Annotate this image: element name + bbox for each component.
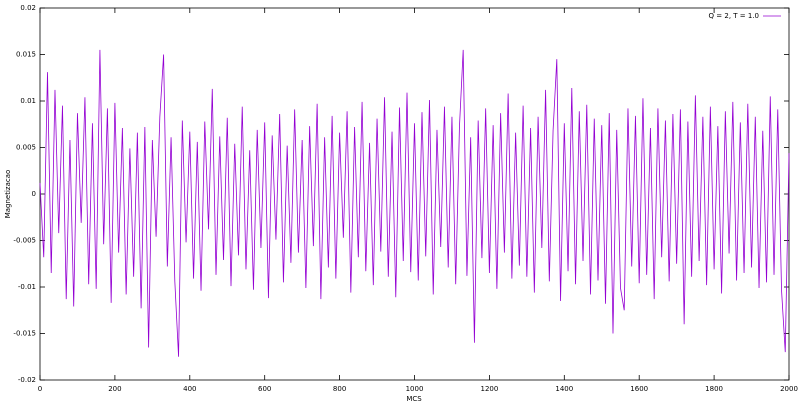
y-tick-label: 0.015: [16, 51, 36, 59]
y-tick-label: -0.02: [18, 376, 36, 384]
y-tick-label: -0.005: [13, 237, 36, 245]
x-axis-label: MCS: [406, 395, 422, 403]
y-tick-label: 0.01: [20, 97, 36, 105]
plot-border: [39, 7, 790, 381]
legend-label: Q = 2, T = 1.0: [709, 12, 759, 20]
y-tick-label: 0.005: [16, 144, 36, 152]
x-tick-label: 1000: [406, 385, 424, 393]
y-tick-label: -0.01: [18, 283, 36, 291]
x-tick-label: 1200: [480, 385, 498, 393]
x-tick-label: 2000: [780, 385, 798, 393]
x-tick-label: 0: [38, 385, 42, 393]
x-tick-label: 1400: [555, 385, 573, 393]
x-tick-label: 1800: [705, 385, 723, 393]
x-tick-label: 1600: [630, 385, 648, 393]
x-tick-label: 800: [333, 385, 346, 393]
x-tick-label: 200: [108, 385, 121, 393]
x-tick-label: 400: [183, 385, 196, 393]
x-tick-label: 600: [258, 385, 271, 393]
y-axis-label: Magnetizacao: [4, 170, 12, 219]
y-tick-label: 0.02: [20, 4, 36, 12]
data-line: [39, 49, 790, 357]
y-tick-label: 0: [32, 190, 36, 198]
y-tick-label: -0.015: [13, 330, 36, 338]
